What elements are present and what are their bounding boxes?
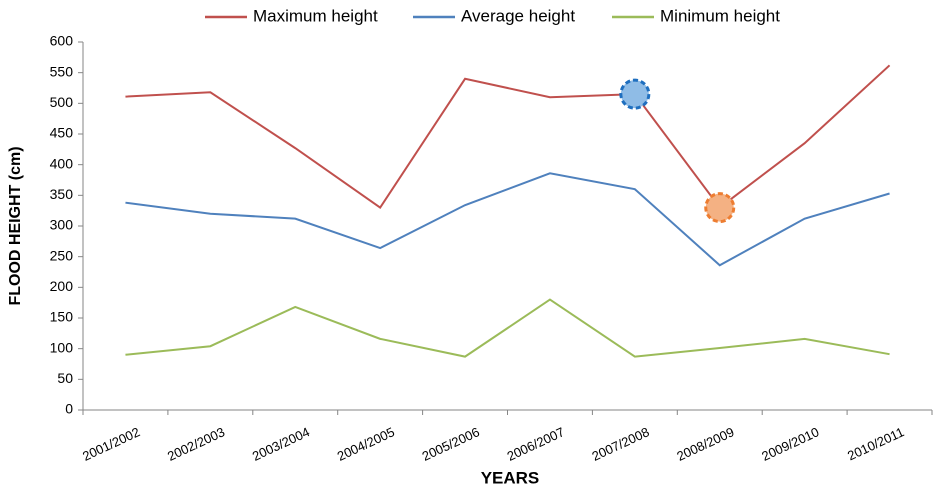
x-tick-label: 2006/2007 [505, 424, 567, 464]
x-tick-label: 2002/2003 [165, 424, 227, 464]
y-tick-label: 550 [50, 63, 74, 79]
highlight-marker [704, 192, 736, 224]
x-tick-label: 2009/2010 [759, 424, 821, 464]
legend-label: Maximum height [253, 6, 378, 25]
y-tick-label: 250 [50, 247, 74, 263]
y-tick-label: 150 [50, 309, 74, 325]
x-tick-label: 2001/2002 [80, 424, 142, 464]
y-tick-label: 200 [50, 278, 74, 294]
x-tick-label: 2004/2005 [335, 424, 397, 464]
y-tick-label: 100 [50, 339, 74, 355]
legend-label: Minimum height [660, 6, 780, 25]
series-line [125, 172, 890, 267]
y-tick-label: 400 [50, 155, 74, 171]
x-tick-label: 2003/2004 [250, 424, 312, 464]
y-tick-label: 50 [57, 370, 73, 386]
y-tick-label: 300 [50, 217, 74, 233]
y-tick-label: 350 [50, 186, 74, 202]
highlight-marker [619, 78, 651, 110]
series-line [125, 298, 890, 358]
x-tick-label: 2005/2006 [420, 424, 482, 464]
series-line [125, 64, 891, 210]
y-tick-label: 0 [65, 401, 73, 417]
x-tick-label: 2008/2009 [674, 424, 736, 464]
y-tick-label: 600 [50, 33, 74, 49]
y-axis-title: FLOOD HEIGHT (cm) [7, 146, 24, 305]
legend-label: Average height [461, 6, 575, 25]
x-tick-label: 2007/2008 [590, 424, 652, 464]
x-axis-title: YEARS [481, 468, 540, 487]
x-tick-label: 2010/2011 [845, 424, 906, 463]
y-tick-label: 450 [50, 125, 74, 141]
y-tick-label: 500 [50, 94, 74, 110]
